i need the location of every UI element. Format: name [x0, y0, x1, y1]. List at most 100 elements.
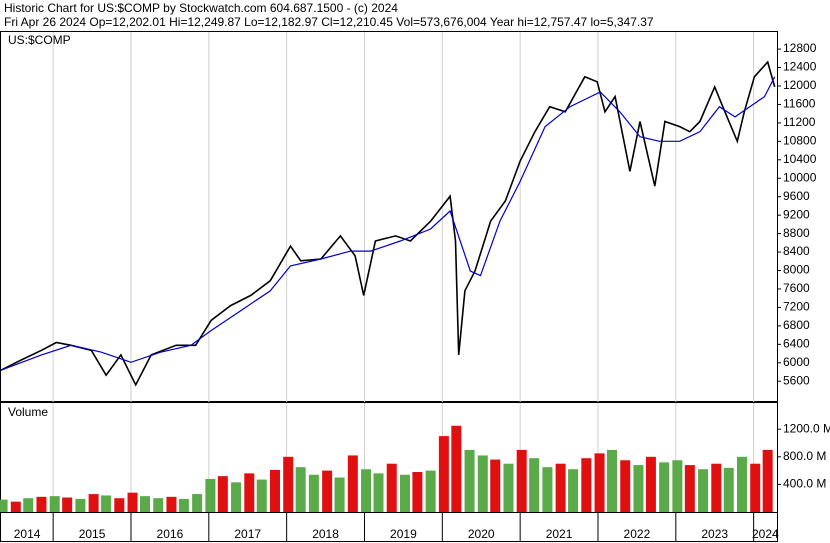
volume-bar	[594, 453, 605, 512]
y-tick-label: 6000	[783, 355, 810, 369]
volume-bar	[178, 498, 189, 512]
volume-bar	[62, 497, 73, 512]
y-tick-label: 5600	[783, 373, 810, 387]
x-tick-label: 2019	[390, 527, 417, 541]
y-tick-label: 10400	[783, 152, 817, 166]
x-tick-label: 2021	[546, 527, 573, 541]
volume-bar	[0, 499, 8, 512]
volume-bar	[322, 470, 333, 512]
volume-bar	[231, 482, 242, 512]
volume-bar	[373, 473, 384, 512]
volume-bar	[620, 460, 631, 512]
volume-bar	[412, 471, 423, 512]
volume-bar	[153, 498, 164, 512]
volume-bar	[101, 495, 112, 512]
y-tick-label: 9600	[783, 189, 810, 203]
chart-subtitle: Fri Apr 26 2024 Op=12,202.01 Hi=12,249.8…	[4, 15, 654, 29]
volume-bar	[334, 477, 345, 512]
panel-label: Volume	[8, 405, 48, 419]
volume-bar	[308, 474, 319, 512]
volume-bar	[295, 467, 306, 512]
y-tick-label: 8400	[783, 244, 810, 258]
y-tick-label: 12400	[783, 60, 817, 74]
volume-bar	[347, 455, 358, 512]
y-tick-label: 11200	[783, 115, 816, 129]
volume-bar	[477, 455, 488, 512]
panel-label: US:$COMP	[8, 33, 71, 47]
y-tick-label: 12800	[783, 41, 817, 55]
volume-bar	[269, 469, 280, 512]
volume-bar	[762, 449, 773, 512]
volume-bar	[192, 494, 203, 512]
volume-bar	[723, 467, 734, 512]
volume-bar	[568, 469, 579, 512]
volume-bar	[114, 498, 125, 512]
volume-bar	[464, 449, 475, 512]
volume-bar	[127, 492, 138, 512]
y-tick-label: 11600	[783, 97, 816, 111]
volume-bar	[529, 458, 540, 512]
volume-bar	[659, 462, 670, 512]
x-tick-label: 2014	[14, 527, 41, 541]
volume-bar	[36, 496, 47, 512]
y-tick-label: 400.0 M	[783, 477, 826, 491]
volume-bar	[555, 463, 566, 512]
volume-bar	[516, 449, 527, 512]
x-axis-strip	[0, 512, 778, 542]
volume-bar	[750, 463, 761, 512]
volume-bar	[645, 456, 656, 512]
x-tick-label: 2023	[701, 527, 728, 541]
y-tick-label: 6400	[783, 337, 810, 351]
volume-bar	[606, 449, 617, 512]
y-tick-label: 8000	[783, 263, 810, 277]
x-tick-label: 2016	[157, 527, 184, 541]
x-tick-label: 2015	[79, 527, 106, 541]
x-tick-label: 2017	[234, 527, 261, 541]
volume-bar	[244, 473, 255, 512]
volume-bar	[684, 465, 695, 512]
x-tick-label: 2022	[624, 527, 651, 541]
y-tick-label: 7600	[783, 281, 810, 295]
y-tick-label: 800.0 M	[783, 449, 826, 463]
volume-bar	[75, 498, 86, 512]
volume-bar	[438, 436, 449, 512]
volume-bar	[217, 476, 228, 512]
volume-bar	[283, 456, 294, 512]
y-tick-label: 8800	[783, 226, 810, 240]
y-tick-label: 7200	[783, 300, 810, 314]
y-tick-label: 6800	[783, 318, 810, 332]
volume-bar	[711, 463, 722, 512]
volume-bar	[503, 463, 514, 512]
volume-bar	[23, 498, 34, 512]
chart-title: Historic Chart for US:$COMP by Stockwatc…	[4, 1, 398, 15]
volume-bar	[736, 456, 747, 512]
volume-bar	[386, 463, 397, 512]
volume-bar	[490, 459, 501, 512]
volume-bar	[672, 460, 683, 512]
volume-bar	[256, 479, 267, 512]
y-tick-label: 9200	[783, 207, 810, 221]
volume-bar	[698, 469, 709, 512]
volume-bar	[399, 474, 410, 512]
x-tick-label: 2020	[468, 527, 495, 541]
volume-bar	[166, 496, 177, 512]
volume-bar	[361, 469, 372, 512]
volume-bar	[88, 494, 99, 512]
y-tick-label: 12000	[783, 78, 817, 92]
volume-bar	[205, 478, 216, 512]
volume-bar	[139, 496, 150, 512]
price-line	[0, 76, 776, 371]
volume-bar	[542, 467, 553, 512]
price-panel	[0, 31, 778, 402]
volume-bar	[581, 458, 592, 512]
x-tick-label: 2024	[752, 527, 779, 541]
volume-bar	[10, 501, 21, 512]
volume-bar	[425, 470, 436, 512]
y-tick-label: 1200.0 M	[783, 421, 830, 435]
y-tick-label: 10800	[783, 134, 817, 148]
volume-bar	[633, 465, 644, 512]
y-tick-label: 10000	[783, 170, 817, 184]
volume-bar	[49, 496, 60, 512]
volume-bar	[451, 425, 462, 512]
